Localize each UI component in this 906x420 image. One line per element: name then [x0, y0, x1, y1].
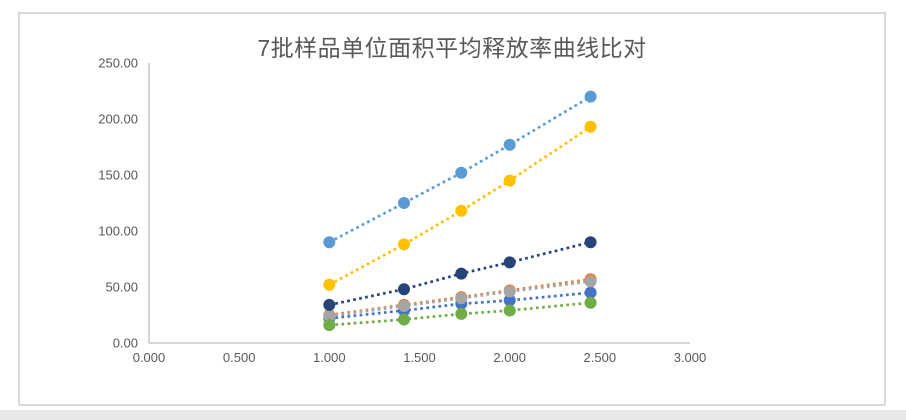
- x-tick-label: 2.500: [584, 350, 617, 365]
- x-tick-label: 3.000: [674, 350, 707, 365]
- data-point-marker: [398, 197, 410, 209]
- data-point-marker: [503, 294, 516, 307]
- data-point-marker: [323, 236, 336, 249]
- data-point-marker: [455, 166, 468, 179]
- data-point-marker: [455, 267, 468, 280]
- data-point-marker: [584, 236, 597, 249]
- data-point-marker: [398, 313, 410, 326]
- y-tick-label: 0.00: [113, 336, 138, 351]
- data-point-marker: [503, 304, 516, 317]
- y-tick-label: 200.00: [98, 112, 138, 127]
- y-tick-label: 100.00: [98, 224, 138, 239]
- data-point-marker: [584, 286, 597, 299]
- data-point-marker: [503, 285, 516, 298]
- data-point-marker: [323, 278, 336, 291]
- chart-frame[interactable]: [18, 12, 886, 406]
- data-point-marker: [398, 238, 410, 251]
- data-point-marker: [503, 138, 516, 151]
- y-tick-label: 150.00: [98, 168, 138, 183]
- x-tick-label: 2.000: [493, 350, 526, 365]
- data-point-marker: [455, 204, 468, 217]
- series-batch-light-blue: [323, 90, 597, 249]
- y-tick-label: 50.00: [105, 280, 138, 295]
- series-dotted-line: [328, 125, 592, 286]
- series-batch-green: [323, 296, 597, 332]
- series-dotted-line: [329, 301, 591, 327]
- background-strip: [0, 410, 906, 420]
- data-point-marker: [323, 298, 336, 311]
- series-batch-gold: [323, 120, 597, 291]
- series-dotted-line: [329, 280, 591, 318]
- data-point-marker: [584, 275, 597, 288]
- series-dotted-line: [328, 95, 592, 244]
- data-point-marker: [584, 120, 597, 133]
- series-dotted-line: [329, 291, 591, 320]
- x-tick-label: 0.000: [133, 350, 166, 365]
- data-point-marker: [455, 292, 468, 305]
- data-point-marker: [503, 256, 516, 269]
- x-tick-label: 0.500: [223, 350, 256, 365]
- data-point-marker: [584, 296, 597, 309]
- data-point-marker: [323, 310, 336, 323]
- chart-title: 7批样品单位面积平均释放率曲线比对: [257, 35, 647, 61]
- data-point-marker: [323, 319, 336, 332]
- series-batch-gray: [323, 275, 597, 323]
- series-batch-dark-navy: [323, 236, 597, 311]
- data-point-marker: [455, 307, 468, 320]
- data-point-marker: [398, 283, 410, 296]
- data-point-marker: [398, 300, 410, 312]
- data-point-marker: [584, 90, 597, 103]
- data-point-marker: [503, 174, 516, 187]
- x-tick-label: 1.000: [313, 350, 346, 365]
- y-tick-label: 250.00: [98, 56, 138, 71]
- x-tick-label: 1.500: [403, 350, 436, 365]
